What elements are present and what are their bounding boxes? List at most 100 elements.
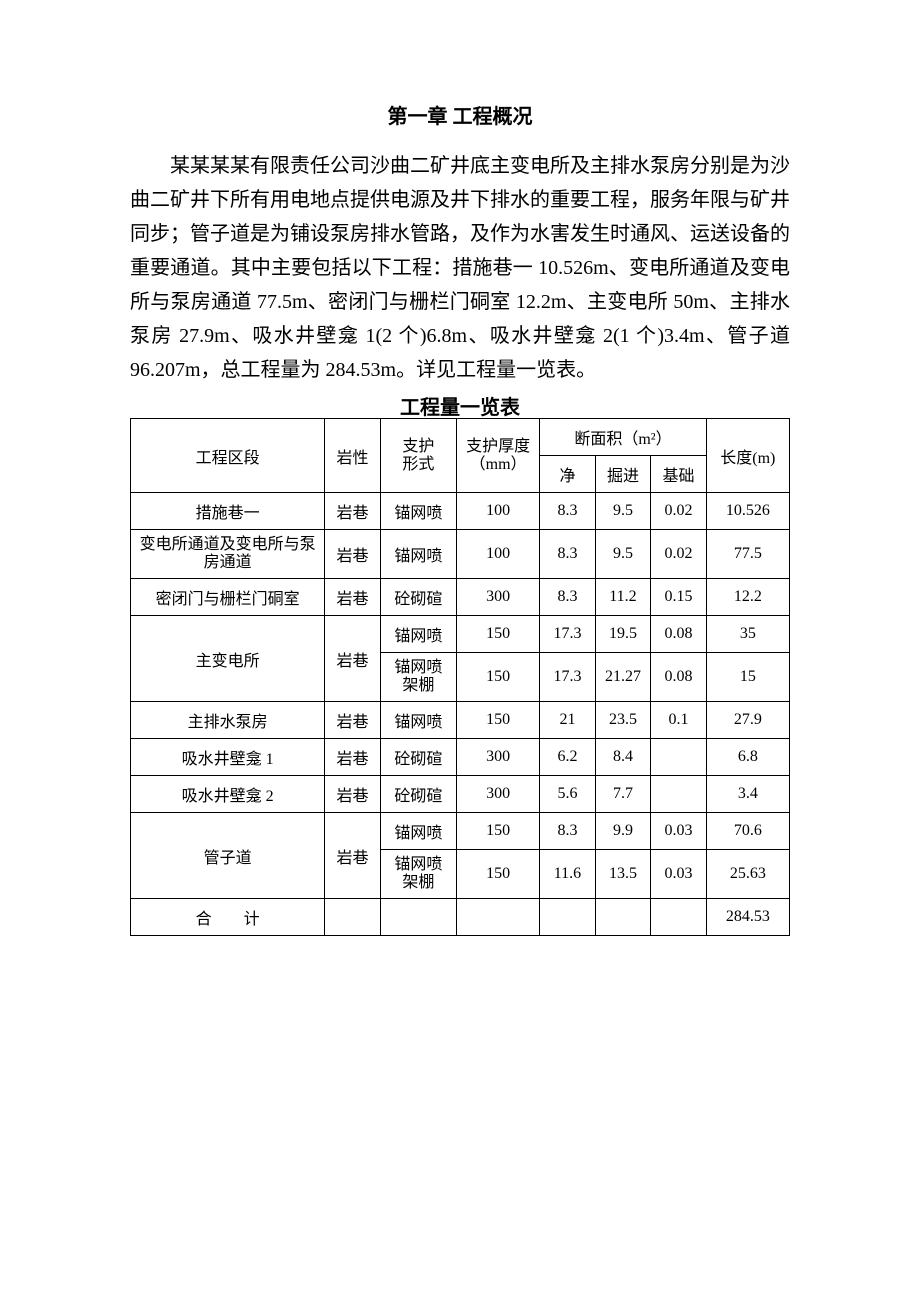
cell-net: 5.6 [540,776,595,813]
th-area-net: 净 [540,456,595,493]
cell-form: 锚网喷 [380,530,456,579]
table-row: 主排水泵房岩巷锚网喷1502123.50.127.9 [131,702,790,739]
cell-net: 8.3 [540,493,595,530]
cell-base: 0.02 [651,493,706,530]
cell-thick: 150 [457,616,540,653]
cell-section: 主变电所 [131,616,325,702]
cell-net: 21 [540,702,595,739]
cell-rock: 岩巷 [325,530,380,579]
cell-base: 0.02 [651,530,706,579]
cell-form: 锚网喷架棚 [380,850,456,899]
cell-section: 管子道 [131,813,325,899]
cell-thick: 300 [457,579,540,616]
cell-section: 措施巷一 [131,493,325,530]
cell-len: 3.4 [706,776,789,813]
cell-base: 0.1 [651,702,706,739]
table-row: 管子道岩巷锚网喷1508.39.90.0370.6 [131,813,790,850]
cell-rock: 岩巷 [325,616,380,702]
th-area: 断面积（m²） [540,419,706,456]
cell-base: 0.03 [651,813,706,850]
table-title: 工程量一览表 [130,391,790,420]
cell-exc [595,899,650,936]
cell-net: 17.3 [540,653,595,702]
cell-exc: 7.7 [595,776,650,813]
th-support-form-1: 支护 [402,438,434,455]
cell-net: 6.2 [540,739,595,776]
cell-section: 密闭门与栅栏门硐室 [131,579,325,616]
table-row: 密闭门与栅栏门硐室岩巷砼砌碹3008.311.20.1512.2 [131,579,790,616]
cell-rock: 岩巷 [325,739,380,776]
cell-exc: 19.5 [595,616,650,653]
cell-exc: 9.5 [595,530,650,579]
cell-base [651,776,706,813]
cell-section: 合 计 [131,899,325,936]
cell-net: 8.3 [540,530,595,579]
cell-len: 35 [706,616,789,653]
cell-thick: 150 [457,653,540,702]
th-section: 工程区段 [131,419,325,493]
cell-exc: 11.2 [595,579,650,616]
cell-net: 8.3 [540,813,595,850]
cell-base: 0.08 [651,653,706,702]
cell-base: 0.15 [651,579,706,616]
cell-exc: 8.4 [595,739,650,776]
cell-form: 砼砌碹 [380,579,456,616]
cell-exc: 9.5 [595,493,650,530]
table-row: 吸水井壁龛 1岩巷砼砌碹3006.28.46.8 [131,739,790,776]
table-row: 合 计 284.53 [131,899,790,936]
cell-base [651,739,706,776]
cell-base [651,899,706,936]
cell-base: 0.08 [651,616,706,653]
th-rock: 岩性 [325,419,380,493]
cell-thick: 150 [457,813,540,850]
cell-section: 变电所通道及变电所与泵房通道 [131,530,325,579]
cell-len: 25.63 [706,850,789,899]
cell-rock: 岩巷 [325,776,380,813]
cell-net [540,899,595,936]
table-row: 主变电所岩巷锚网喷15017.319.50.0835 [131,616,790,653]
table-row: 变电所通道及变电所与泵房通道岩巷锚网喷1008.39.50.0277.5 [131,530,790,579]
cell-len: 6.8 [706,739,789,776]
cell-exc: 21.27 [595,653,650,702]
cell-len: 10.526 [706,493,789,530]
cell-net: 8.3 [540,579,595,616]
chapter-title: 第一章 工程概况 [130,100,790,129]
cell-len: 70.6 [706,813,789,850]
cell-thick: 150 [457,850,540,899]
quantities-table: 工程区段 岩性 支护 形式 支护厚度 （mm） 断面积（m²） 长度(m) 净 … [130,418,790,936]
cell-len: 284.53 [706,899,789,936]
cell-thick: 100 [457,530,540,579]
cell-rock: 岩巷 [325,579,380,616]
cell-form: 砼砌碹 [380,776,456,813]
cell-thick [457,899,540,936]
th-support-form-2: 形式 [402,456,434,473]
cell-len: 27.9 [706,702,789,739]
cell-thick: 150 [457,702,540,739]
th-length: 长度(m) [706,419,789,493]
cell-form: 锚网喷架棚 [380,653,456,702]
cell-rock: 岩巷 [325,493,380,530]
cell-len: 77.5 [706,530,789,579]
paragraph: 某某某某有限责任公司沙曲二矿井底主变电所及主排水泵房分别是为沙曲二矿井下所有用电… [130,149,790,387]
cell-net: 11.6 [540,850,595,899]
cell-exc: 13.5 [595,850,650,899]
cell-section: 吸水井壁龛 1 [131,739,325,776]
cell-net: 17.3 [540,616,595,653]
cell-rock: 岩巷 [325,702,380,739]
th-area-exc: 掘进 [595,456,650,493]
th-area-base: 基础 [651,456,706,493]
th-support-thick-1: 支护厚度 [466,438,530,455]
cell-form: 锚网喷 [380,813,456,850]
cell-form: 锚网喷 [380,616,456,653]
cell-rock [325,899,380,936]
cell-form [380,899,456,936]
cell-rock: 岩巷 [325,813,380,899]
cell-section: 主排水泵房 [131,702,325,739]
cell-base: 0.03 [651,850,706,899]
cell-thick: 300 [457,739,540,776]
table-row: 吸水井壁龛 2岩巷砼砌碹3005.67.7 3.4 [131,776,790,813]
th-support-thick-2: （mm） [470,456,527,473]
th-support-thick: 支护厚度 （mm） [457,419,540,493]
cell-section: 吸水井壁龛 2 [131,776,325,813]
cell-thick: 300 [457,776,540,813]
